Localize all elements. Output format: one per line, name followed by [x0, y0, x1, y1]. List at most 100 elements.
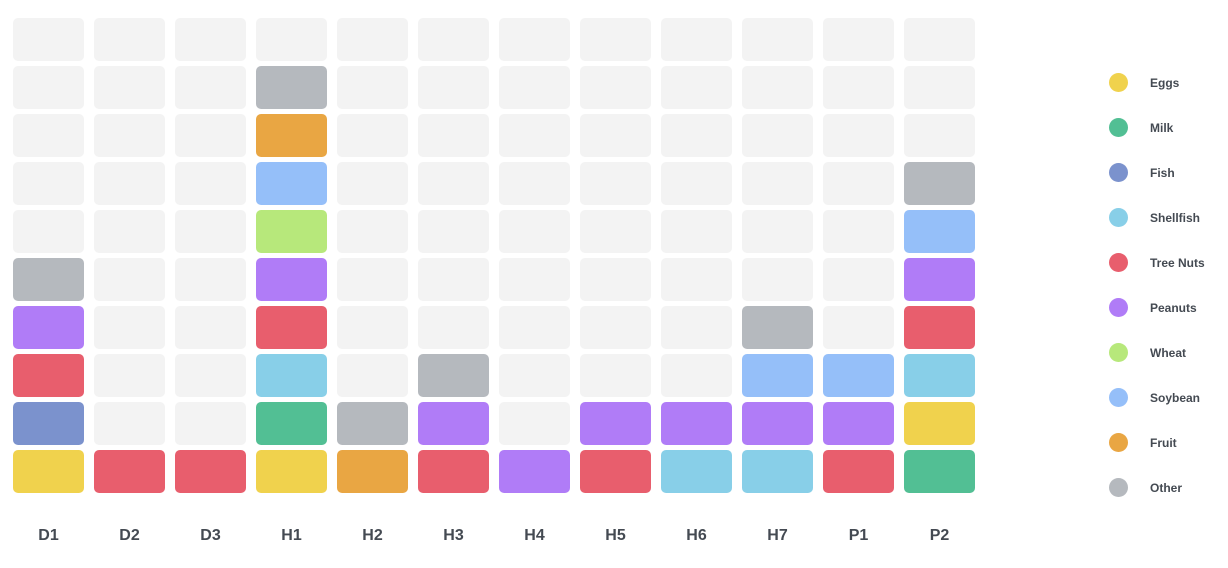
cell-h3-other: [418, 354, 489, 397]
empty-cell: [337, 306, 408, 349]
empty-cell: [94, 114, 165, 157]
empty-cell: [742, 258, 813, 301]
empty-cell: [499, 402, 570, 445]
empty-cell: [94, 66, 165, 109]
legend-swatch: [1109, 208, 1128, 227]
legend-label: Milk: [1150, 120, 1174, 135]
empty-cell: [94, 306, 165, 349]
empty-cell: [580, 66, 651, 109]
cell-h6-peanuts: [661, 402, 732, 445]
legend-item: Peanuts: [1100, 285, 1228, 330]
legend-label: Peanuts: [1150, 300, 1197, 315]
empty-cell: [337, 210, 408, 253]
empty-cell: [904, 114, 975, 157]
empty-cell: [418, 258, 489, 301]
cell-h1-shellfish: [256, 354, 327, 397]
empty-cell: [418, 114, 489, 157]
empty-cell: [256, 18, 327, 61]
cell-p1-soybean: [823, 354, 894, 397]
cell-h7-peanuts: [742, 402, 813, 445]
legend-item: Milk: [1100, 105, 1228, 150]
cell-h2-other: [337, 402, 408, 445]
cell-h7-soybean: [742, 354, 813, 397]
legend-swatch: [1109, 388, 1128, 407]
empty-cell: [175, 66, 246, 109]
empty-cell: [175, 402, 246, 445]
x-tick-label: P2: [930, 527, 950, 544]
empty-cell: [580, 306, 651, 349]
legend-label: Soybean: [1150, 390, 1201, 405]
legend-item: Wheat: [1100, 330, 1228, 375]
x-tick-label: H4: [524, 527, 545, 544]
empty-cell: [13, 162, 84, 205]
empty-cell: [742, 162, 813, 205]
cell-p2-milk: [904, 450, 975, 493]
legend-label: Fish: [1150, 165, 1175, 180]
legend-item: Tree Nuts: [1100, 240, 1228, 285]
legend-item: Soybean: [1100, 375, 1228, 420]
cell-d1-peanuts: [13, 306, 84, 349]
cell-h1-tree-nuts: [256, 306, 327, 349]
empty-cell: [904, 18, 975, 61]
empty-cell: [661, 210, 732, 253]
empty-cell: [94, 402, 165, 445]
x-tick-label: D2: [119, 527, 140, 544]
legend-swatch: [1109, 163, 1128, 182]
empty-cell: [337, 162, 408, 205]
empty-cell: [418, 210, 489, 253]
empty-cell: [823, 306, 894, 349]
empty-cell: [418, 306, 489, 349]
empty-cell: [661, 18, 732, 61]
empty-cell: [13, 18, 84, 61]
empty-cell: [13, 210, 84, 253]
empty-cell: [175, 354, 246, 397]
legend-label: Shellfish: [1150, 210, 1201, 225]
cell-h1-milk: [256, 402, 327, 445]
legend-label: Eggs: [1150, 75, 1180, 90]
legend-item: Other: [1100, 465, 1228, 510]
cell-h7-other: [742, 306, 813, 349]
x-tick-label: D3: [200, 527, 221, 544]
empty-cell: [661, 258, 732, 301]
cell-p2-soybean: [904, 210, 975, 253]
empty-cell: [823, 210, 894, 253]
x-tick-label: H2: [362, 527, 383, 544]
empty-cell: [418, 162, 489, 205]
empty-cell: [94, 162, 165, 205]
cell-h5-tree-nuts: [580, 450, 651, 493]
legend-swatch: [1109, 298, 1128, 317]
legend-label: Wheat: [1150, 345, 1186, 360]
empty-cell: [580, 354, 651, 397]
empty-cell: [823, 162, 894, 205]
cell-h1-eggs: [256, 450, 327, 493]
empty-cell: [904, 66, 975, 109]
cell-h4-peanuts: [499, 450, 570, 493]
empty-cell: [337, 114, 408, 157]
empty-cell: [823, 66, 894, 109]
legend-item: Shellfish: [1100, 195, 1228, 240]
empty-cell: [661, 354, 732, 397]
legend-swatch: [1109, 433, 1128, 452]
cell-h1-peanuts: [256, 258, 327, 301]
empty-cell: [823, 114, 894, 157]
empty-cell: [661, 162, 732, 205]
cell-d2-tree-nuts: [94, 450, 165, 493]
empty-cell: [337, 18, 408, 61]
empty-cell: [823, 18, 894, 61]
empty-cell: [175, 18, 246, 61]
empty-cell: [499, 210, 570, 253]
empty-cell: [13, 66, 84, 109]
x-tick-label: H5: [605, 527, 626, 544]
empty-cell: [175, 162, 246, 205]
cell-p2-tree-nuts: [904, 306, 975, 349]
x-tick-label: H6: [686, 527, 707, 544]
legend-label: Other: [1150, 480, 1183, 495]
cell-d1-fish: [13, 402, 84, 445]
empty-cell: [661, 306, 732, 349]
empty-cell: [94, 354, 165, 397]
cell-h3-tree-nuts: [418, 450, 489, 493]
empty-cell: [337, 258, 408, 301]
cell-h1-wheat: [256, 210, 327, 253]
empty-cell: [337, 66, 408, 109]
